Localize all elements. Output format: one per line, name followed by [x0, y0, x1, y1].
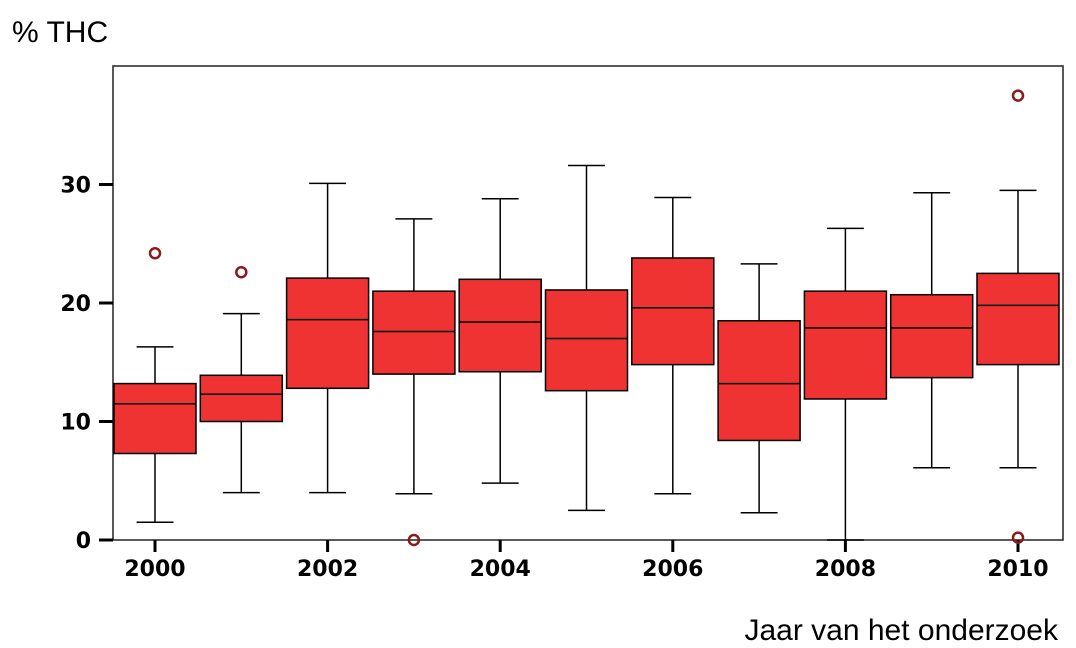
iqr-box: [976, 272, 1060, 366]
outlier-point: [1011, 531, 1025, 544]
iqr-box: [113, 382, 197, 455]
box-series: [113, 89, 1060, 547]
outlier-point: [407, 533, 421, 547]
box-2006: [631, 196, 715, 495]
iqr-box: [285, 277, 370, 390]
box-2000: [113, 246, 197, 523]
y-axis-ticks: 0 10 20 30: [60, 174, 113, 554]
x-tick-label: 2004: [470, 557, 531, 582]
y-tick-label: 10: [60, 411, 91, 436]
iqr-box: [717, 320, 801, 442]
box-2004: [458, 197, 542, 484]
box-2008: [803, 227, 888, 541]
y-tick-label: 30: [60, 174, 91, 199]
x-axis-label: Jaar van het onderzoek: [744, 614, 1059, 647]
box-2005: [544, 164, 629, 512]
box-2003: [372, 218, 456, 547]
iqr-box: [544, 289, 629, 392]
box-2010: [976, 89, 1060, 544]
x-tick-label: 2010: [987, 557, 1048, 582]
y-tick-label: 0: [76, 529, 91, 554]
box-2007: [717, 263, 801, 514]
outlier-point: [148, 246, 162, 260]
x-axis-ticks: 2000 2002 2004 2006 2008 2010: [124, 540, 1049, 582]
iqr-box: [889, 293, 974, 379]
iqr-box: [199, 374, 284, 423]
x-tick-label: 2008: [815, 557, 876, 582]
x-tick-label: 2000: [124, 557, 185, 582]
iqr-box: [372, 290, 456, 375]
box-2009: [889, 192, 974, 469]
outlier-point: [1011, 89, 1025, 102]
iqr-box: [458, 278, 542, 373]
y-tick-label: 20: [60, 292, 91, 317]
iqr-box: [803, 290, 888, 400]
box-2001: [199, 265, 284, 494]
x-tick-label: 2002: [297, 557, 358, 582]
x-tick-label: 2006: [642, 557, 703, 582]
box-2002: [285, 182, 370, 494]
iqr-box: [631, 257, 715, 366]
outlier-point: [235, 265, 248, 279]
y-axis-label: % THC: [12, 16, 108, 49]
